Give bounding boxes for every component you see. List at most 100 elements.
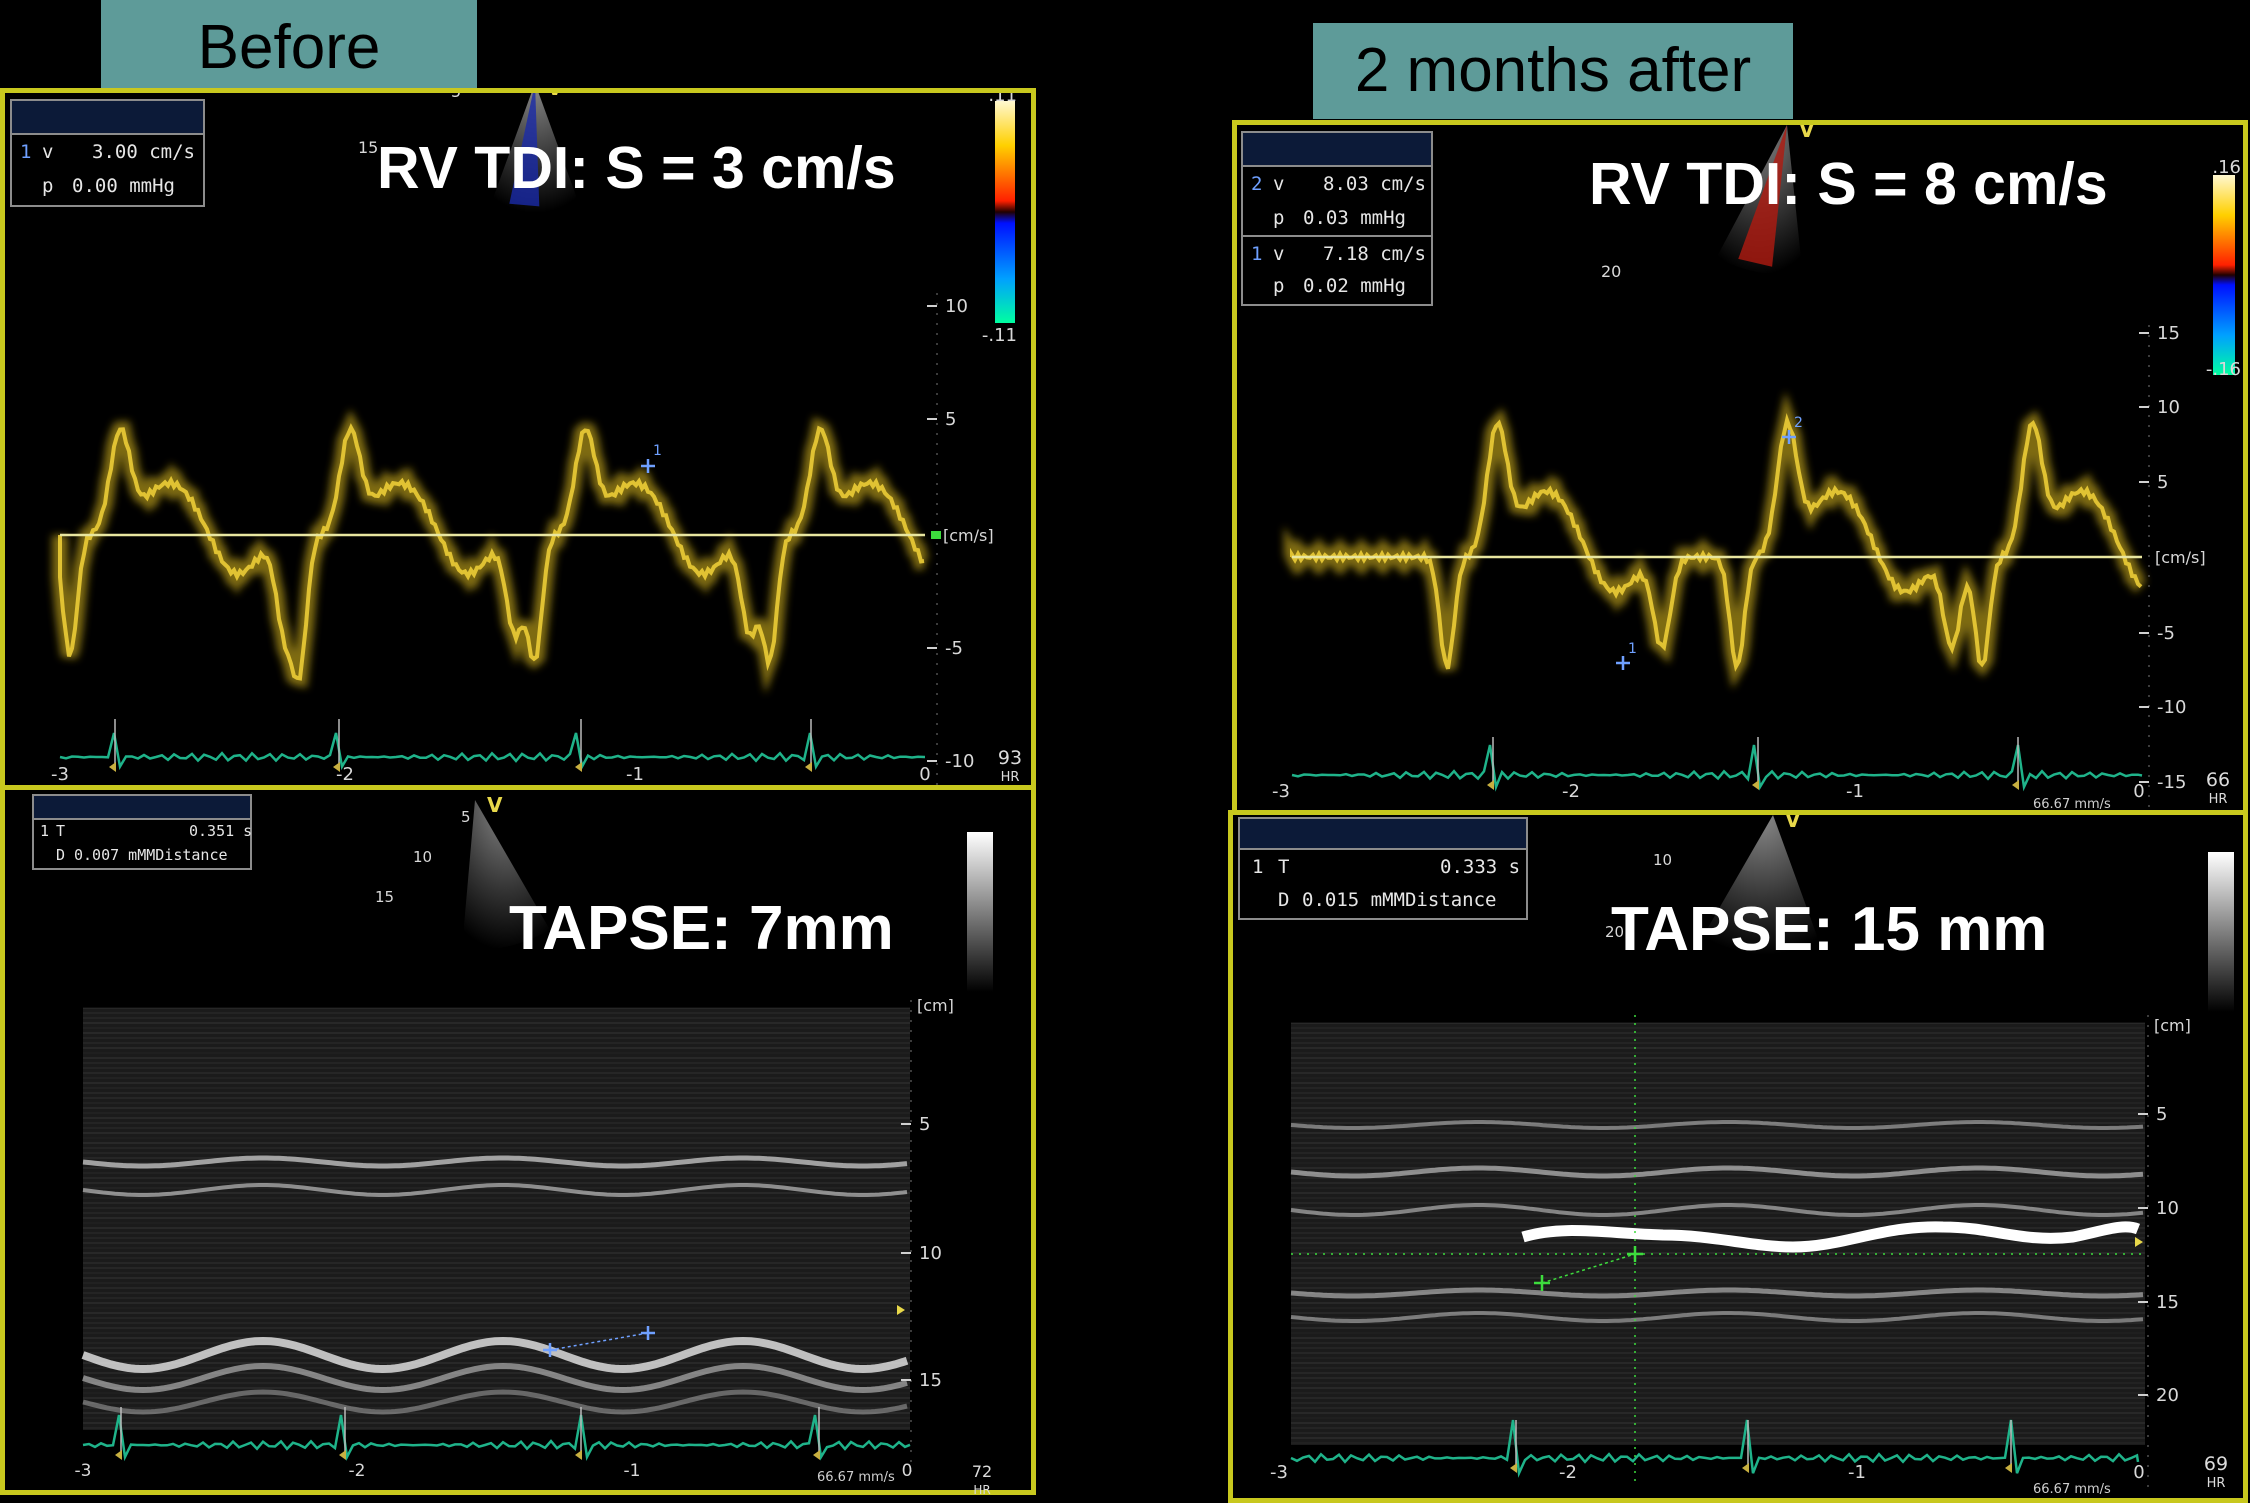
before-label: Before: [101, 0, 477, 88]
color-velocity-bar: [2213, 175, 2235, 375]
trigger-arrow: [109, 762, 116, 772]
color-doppler-box: [1738, 125, 1787, 267]
baseline-marker: [931, 531, 941, 539]
grayscale-bar: [2208, 852, 2234, 1012]
tissue-band: [82, 1183, 908, 1197]
caliper-line: [549, 1332, 649, 1351]
doppler-velocity-trace-halo: [1284, 391, 2147, 689]
tapse-label: TAPSE: 7mm: [509, 894, 894, 963]
ecg-trace: [59, 732, 925, 771]
tapse-label: TAPSE: 15 mm: [1611, 895, 2048, 964]
scale-tick-label: 10: [2157, 397, 2180, 418]
time-tick-label: 0: [902, 1461, 913, 1481]
tricuspid-annulus-band: [1521, 1221, 2141, 1253]
measurement-box: 1 T 0.333 s D 0.015 mMMDistance: [1238, 817, 1528, 920]
depth-cursor-arrow: [2135, 1237, 2143, 1247]
unit-label: [cm]: [917, 996, 954, 1015]
depth-label: 15: [358, 138, 378, 157]
scale-tick-label: 5: [2157, 472, 2168, 493]
caliper-cross: [1782, 430, 1796, 444]
scale-tick-label: 5: [2156, 1104, 2167, 1125]
echo-sector-thumbnail: [1703, 815, 1821, 955]
panel-tdi-after: V 20.16 -.16 15 10 5 -5 -10 -15 [cm/s] 2 1 -3 -2 -1 0 2…: [1232, 120, 2248, 815]
measurement-header: [34, 796, 250, 820]
measurement-marker-1: 1: [1616, 641, 1637, 670]
sweep-speed: 66.67 mm/s: [817, 1470, 895, 1485]
scale-tick-label: 15: [919, 1370, 942, 1391]
time-tick-label: -2: [349, 1461, 366, 1481]
time-tick-label: -1: [1848, 1462, 1866, 1483]
tissue-band: [1290, 1203, 2144, 1217]
scale-tick-label: 20: [2156, 1385, 2179, 1406]
trigger-arrow: [339, 1450, 346, 1460]
scale-tick-label: -10: [2157, 697, 2186, 718]
mmode-image-background: [83, 1008, 910, 1430]
trigger-arrow: [1487, 780, 1494, 790]
depth-label: 10: [413, 848, 432, 866]
ecg-trace: [82, 1414, 911, 1462]
scale-tick-label: 10: [2156, 1198, 2179, 1219]
after-label: 2 months after: [1313, 23, 1793, 119]
unit-label: [cm]: [2154, 1016, 2191, 1035]
sweep-speed: 66.67 mm/s: [2033, 797, 2111, 812]
caliper-line: [1541, 1253, 1636, 1284]
color-velocity-bar: [995, 101, 1015, 323]
scale-tick-label: 10: [945, 296, 968, 317]
panel-tapse-after: V 10 20 5 10 15 20 [cm] -3 -2 -1 0 1 T 0.333 s D 0.015…: [1228, 810, 2248, 1503]
heart-rate: 69 HR: [2203, 1453, 2229, 1492]
depth-label: 10: [1653, 851, 1672, 869]
scale-tick-label: 10: [919, 1243, 942, 1264]
tissue-band: [81, 1336, 909, 1374]
scale-tick-label: 15: [2157, 323, 2180, 344]
probe-orientation-marker: V: [487, 793, 503, 817]
measurement-header: [1240, 819, 1526, 850]
time-tick-label: -3: [1272, 781, 1290, 802]
caliper-index: 1: [653, 443, 662, 459]
time-tick-label: -1: [624, 1461, 641, 1481]
tapse-calipers: [543, 1326, 655, 1357]
time-tick-label: -3: [1270, 1462, 1288, 1483]
tissue-band: [82, 1362, 908, 1394]
sweep-speed: 66.67 mm/s: [2033, 1482, 2111, 1497]
doppler-velocity-trace: [58, 423, 925, 681]
trigger-arrow: [2012, 780, 2019, 790]
time-tick-label: -3: [75, 1461, 92, 1481]
scale-tick-label: -5: [2157, 623, 2175, 644]
depth-cursor-arrow: [897, 1305, 905, 1315]
caliper-index: 2: [1794, 415, 1803, 431]
time-tick-label: 0: [919, 764, 930, 785]
scale-tick-label: -5: [945, 638, 963, 659]
caliper-cross: [1616, 656, 1630, 670]
doppler-velocity-trace: [1290, 413, 2143, 672]
time-tick-label: -2: [1559, 1462, 1577, 1483]
scale-tick-label: -10: [945, 751, 974, 772]
scale-min-label: -.11: [982, 325, 1017, 346]
probe-orientation-marker: V: [1799, 125, 1815, 142]
color-doppler-box: [509, 93, 540, 207]
measurement-marker-1: 1: [641, 443, 662, 473]
trigger-arrow: [575, 762, 582, 772]
trigger-arrow: [2005, 1463, 2012, 1473]
scale-tick-label: -15: [2157, 772, 2186, 793]
probe-orientation-marker: V: [1785, 815, 1801, 832]
time-tick-label: -2: [336, 764, 354, 785]
tapse-after-mmode: V 10 20 5 10 15 20 [cm] -3 -2 -1 0: [1270, 815, 2234, 1495]
tapse-calipers: [1291, 1015, 2145, 1485]
scale-tick-label: 15: [2156, 1292, 2179, 1313]
caliper-cross: [641, 459, 655, 473]
trigger-arrow: [813, 1450, 820, 1460]
tissue-band: [1290, 1311, 2144, 1323]
tissue-band: [1290, 1287, 2144, 1299]
grayscale-bar: [967, 832, 993, 992]
scale-max-label: .16: [2212, 157, 2241, 178]
heart-rate: 93 HR: [997, 747, 1023, 786]
measurement-box: 1 v 3.00 cm/s p 0.00 mmHg: [10, 99, 205, 207]
ecg-trace: [1291, 744, 2143, 792]
trigger-arrow: [1742, 1463, 1749, 1473]
trigger-arrow: [115, 1450, 122, 1460]
tdi-s-wave-label: RV TDI: S = 8 cm/s: [1589, 151, 2108, 217]
trigger-arrow: [1510, 1463, 1517, 1473]
